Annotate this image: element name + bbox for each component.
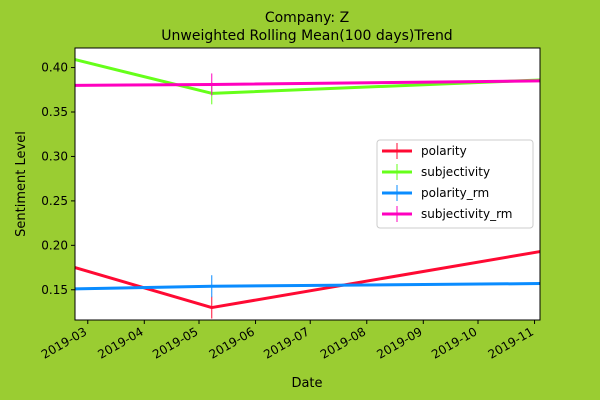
legend-label-subjectivity_rm: subjectivity_rm (421, 207, 512, 221)
y-axis: 0.15 0.20 0.25 0.30 0.35 0.40 (41, 61, 75, 297)
y-tick-label-1: 0.20 (41, 238, 68, 252)
y-tick-label-0: 0.15 (41, 283, 68, 297)
y-tick-label-5: 0.40 (41, 61, 68, 75)
x-axis-label: Date (291, 376, 322, 391)
legend-label-subjectivity: subjectivity (421, 165, 490, 179)
series-layer (74, 58, 541, 319)
y-tick-label-2: 0.25 (41, 194, 68, 208)
legend-frame (376, 139, 534, 229)
chart-title: Company: Z (265, 10, 349, 26)
legend-label-polarity: polarity (421, 144, 467, 158)
chart-subtitle: Unweighted Rolling Mean(100 days)Trend (161, 28, 452, 44)
legend-label-polarity_rm: polarity_rm (421, 186, 489, 200)
legend: polarity subjectivity polarity_rm subjectiv… (376, 139, 534, 229)
y-tick-label-4: 0.35 (41, 105, 68, 119)
y-axis-label: Sentiment Level (14, 131, 29, 237)
y-tick-label-3: 0.30 (41, 149, 68, 163)
plot-frame (74, 47, 541, 321)
